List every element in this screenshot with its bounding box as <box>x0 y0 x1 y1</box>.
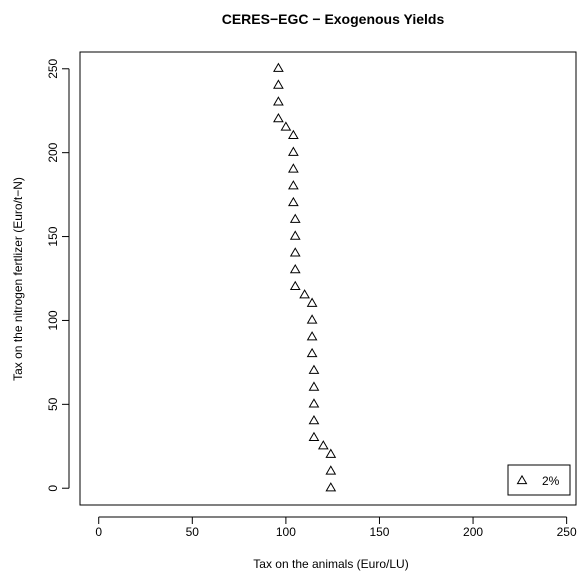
x-axis: 0 50 100 150 200 250 <box>95 516 577 539</box>
y-tick-label: 200 <box>46 142 60 162</box>
data-point <box>325 465 337 475</box>
chart-title: CERES−EGC − Exogenous Yields <box>222 11 445 27</box>
data-point <box>288 163 299 173</box>
data-point <box>308 381 320 391</box>
y-tick-label: 0 <box>46 485 60 492</box>
data-point <box>306 331 318 341</box>
data-point <box>306 297 318 307</box>
data-point <box>288 146 299 156</box>
x-tick-label: 150 <box>369 525 389 539</box>
x-tick-label: 0 <box>95 525 102 539</box>
data-point <box>317 440 329 450</box>
plot-frame <box>79 51 577 506</box>
data-point <box>289 230 301 240</box>
data-point <box>280 121 292 131</box>
data-point <box>273 79 284 89</box>
y-axis: 0 50 100 150 200 250 <box>46 58 70 492</box>
data-point <box>289 263 301 274</box>
data-point <box>308 414 320 425</box>
legend-triangle-icon <box>516 474 528 485</box>
data-point <box>273 62 284 72</box>
legend-marker <box>516 474 528 485</box>
x-tick-label: 250 <box>557 525 577 539</box>
legend-label: 2% <box>542 474 560 488</box>
y-tick-label: 50 <box>46 397 60 411</box>
data-point <box>288 196 299 207</box>
x-tick-label: 200 <box>463 525 483 539</box>
y-tick-label: 100 <box>46 310 60 330</box>
x-tick-label: 50 <box>186 525 200 539</box>
y-tick-label: 250 <box>46 58 60 78</box>
data-point <box>288 180 299 190</box>
legend-box <box>507 464 571 496</box>
legend: 2% <box>507 464 571 496</box>
data-points <box>273 62 337 492</box>
data-point <box>308 431 320 442</box>
data-point <box>289 280 301 291</box>
data-point <box>308 364 320 374</box>
x-axis-label: Tax on the animals (Euro/LU) <box>253 557 408 571</box>
data-point <box>299 289 310 299</box>
data-point <box>325 448 337 458</box>
data-point <box>273 96 284 106</box>
data-point <box>289 213 301 223</box>
data-point <box>289 247 301 257</box>
data-point <box>308 398 320 408</box>
data-point <box>273 112 284 123</box>
data-point <box>288 129 299 140</box>
data-point <box>306 347 318 358</box>
data-point <box>325 482 337 492</box>
data-point <box>306 314 318 324</box>
y-tick-label: 150 <box>46 226 60 246</box>
y-axis-label: Tax on the nitrogen fertlizer (Euro/t−N) <box>11 177 25 381</box>
x-tick-label: 100 <box>276 525 296 539</box>
